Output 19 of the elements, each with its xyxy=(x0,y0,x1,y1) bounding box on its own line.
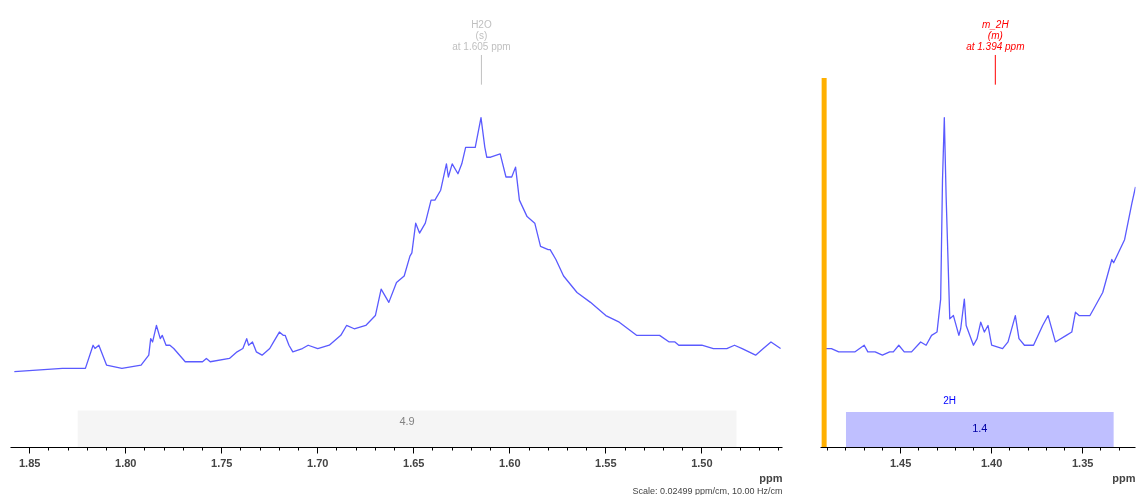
text: Scale: 0.02499 ppm/cm, 10.00 Hz/cm xyxy=(632,485,783,496)
x-tick-label: 1.45 xyxy=(889,456,912,469)
x-tick-label: 1.50 xyxy=(691,456,713,469)
x-tick-label: 1.55 xyxy=(595,456,617,469)
annotation: 2H xyxy=(943,395,957,407)
x-tick-label: 1.70 xyxy=(307,456,329,469)
x-axis-title: ppm xyxy=(759,471,783,484)
x-tick-label: 1.60 xyxy=(499,456,521,469)
x-tick-label: 1.35 xyxy=(1071,456,1094,469)
x-axis-title: ppm xyxy=(1112,471,1136,484)
text: H2O (s) at 1.605 ppm xyxy=(452,18,511,52)
band-label: 1.4 xyxy=(972,421,988,434)
x-tick-label: 1.65 xyxy=(403,456,425,469)
x-tick-label: 1.75 xyxy=(211,456,233,469)
x-tick-label: 1.40 xyxy=(980,456,1003,469)
text: m_2H (m) at 1.394 ppm xyxy=(966,18,1025,52)
x-tick-label: 1.80 xyxy=(115,456,137,469)
band-label: 4.9 xyxy=(399,415,415,428)
x-tick-label: 1.85 xyxy=(19,456,41,469)
